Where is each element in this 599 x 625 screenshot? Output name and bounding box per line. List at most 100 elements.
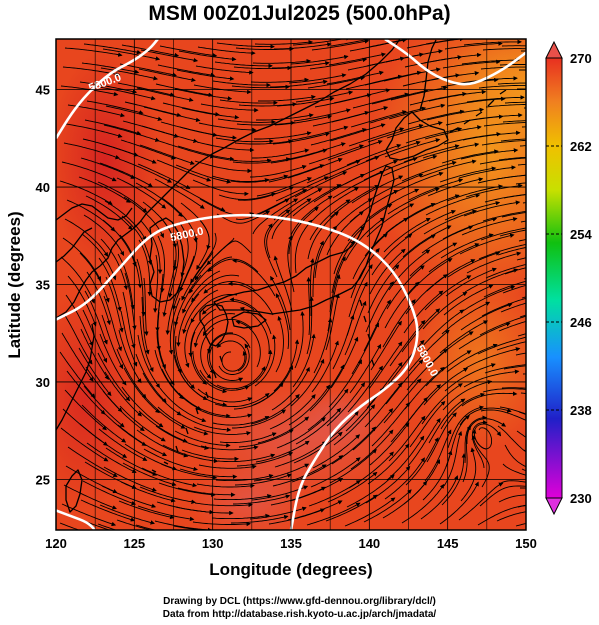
streamline — [99, 504, 155, 525]
colorbar-min-arrow — [545, 497, 563, 516]
streamline — [479, 157, 526, 165]
streamline — [64, 218, 109, 257]
streamline — [459, 233, 515, 255]
streamline — [121, 44, 180, 58]
streamline — [421, 383, 463, 425]
streamline — [122, 291, 136, 349]
streamline — [347, 203, 393, 242]
streamline — [175, 164, 232, 184]
streamline — [102, 219, 137, 267]
streamline — [422, 291, 468, 330]
streamline — [235, 320, 261, 368]
streamline — [288, 73, 347, 84]
streamline — [232, 409, 287, 429]
x-tick-label: 145 — [437, 536, 459, 551]
streamline — [370, 173, 424, 200]
streamline — [174, 430, 231, 448]
y-axis-label: Latitude (degrees) — [5, 211, 24, 358]
streamline — [101, 485, 157, 508]
streamline — [462, 285, 516, 312]
streamline — [136, 258, 146, 317]
streamline — [141, 467, 198, 488]
x-tick-labels: 120 125 130 135 140 145 150 — [45, 536, 537, 551]
streamline — [442, 379, 493, 411]
streamline — [460, 447, 477, 502]
streamline — [212, 416, 270, 426]
streamline — [257, 416, 310, 444]
streamline — [67, 446, 118, 477]
streamline — [420, 309, 465, 349]
streamline — [423, 209, 477, 235]
streamline — [59, 522, 80, 530]
streamline — [311, 39, 370, 51]
streamline — [480, 66, 526, 70]
streamline — [98, 428, 148, 461]
streamline — [118, 158, 172, 183]
streamline — [287, 157, 343, 179]
streamline — [368, 341, 403, 390]
streamline — [100, 238, 128, 291]
streamline — [162, 102, 220, 117]
streamline — [478, 84, 526, 89]
streamline — [387, 39, 410, 44]
streamline — [195, 407, 253, 418]
streamline — [311, 187, 359, 222]
streamline — [232, 157, 291, 164]
streamline — [258, 94, 316, 102]
streamline — [269, 394, 316, 430]
streamline — [97, 523, 117, 530]
page-title: MSM 00Z01Jul2025 (500.0hPa) — [148, 2, 451, 25]
streamline — [288, 384, 331, 426]
streamline — [162, 259, 176, 317]
streamline — [143, 277, 149, 336]
streamline — [213, 494, 272, 501]
streamline — [82, 480, 137, 506]
streamline — [428, 243, 480, 273]
streamline — [230, 174, 289, 183]
streamline — [326, 211, 364, 256]
streamline — [287, 500, 343, 521]
streamline — [143, 448, 198, 472]
streamline — [426, 107, 485, 121]
streamline — [238, 102, 297, 107]
streamline — [119, 63, 177, 77]
streamline — [482, 210, 526, 222]
streamline — [135, 182, 183, 218]
streamline — [196, 217, 210, 270]
streamline — [62, 237, 102, 282]
streamline — [121, 386, 164, 428]
streamline — [344, 300, 367, 356]
streamline — [271, 198, 312, 240]
streamline — [444, 201, 501, 221]
streamline — [78, 347, 112, 397]
streamline — [216, 366, 266, 390]
streamline — [273, 188, 323, 221]
streamline — [65, 294, 94, 347]
streamline — [179, 126, 237, 140]
streamline — [466, 418, 507, 444]
streamline — [200, 103, 259, 113]
streamline — [238, 429, 294, 448]
streamline — [235, 198, 290, 220]
streamline — [332, 170, 385, 199]
streamline — [270, 148, 328, 164]
streamline — [327, 140, 383, 161]
streamline — [214, 61, 273, 69]
streamline — [80, 328, 109, 380]
colorbar-max-arrow — [545, 40, 563, 59]
streamline — [157, 64, 216, 78]
streamline — [102, 390, 145, 432]
streamline — [333, 225, 365, 275]
streamline — [384, 281, 420, 329]
streamline — [306, 159, 361, 184]
streamline — [121, 215, 153, 265]
streamline — [85, 195, 133, 231]
streamline — [123, 196, 164, 239]
streamline — [233, 65, 292, 71]
streamline — [328, 52, 386, 66]
credit-data: Data from http://database.rish.kyoto-u.a… — [162, 609, 437, 620]
streamline — [504, 444, 526, 468]
contour-line — [56, 39, 159, 140]
streamline — [157, 311, 166, 370]
streamline — [161, 368, 202, 410]
